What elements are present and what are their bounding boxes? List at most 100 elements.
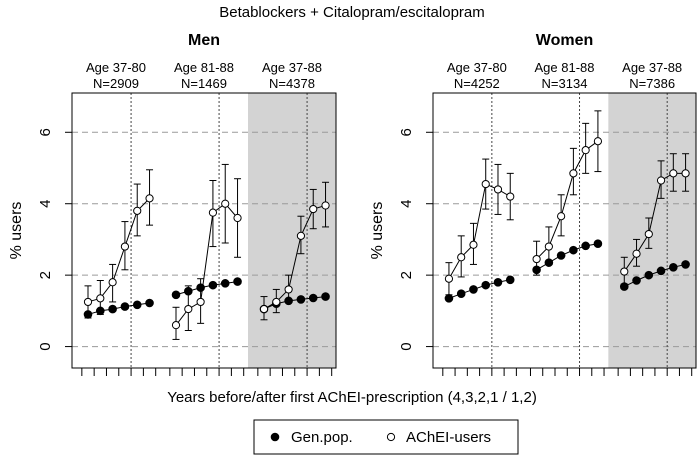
acheI-users-point (644, 229, 653, 239)
genpop-point (145, 298, 154, 308)
acheI-users-point (593, 137, 603, 146)
acheI-users-point (108, 278, 117, 287)
genpop-point (308, 293, 318, 303)
acheI-users-point (321, 201, 330, 210)
acheI-users-point (681, 169, 690, 178)
y-tick-label: 0 (398, 342, 415, 350)
acheI-users-point (569, 169, 578, 178)
genpop-point (456, 289, 466, 299)
acheI-users-point (208, 208, 218, 217)
group-age-label: Age 37-80 (447, 60, 507, 75)
group-n-label: N=7386 (629, 76, 675, 91)
acheI-users-point (96, 294, 105, 303)
y-tick-label: 4 (398, 200, 415, 208)
legend-label-genpop: Gen.pop. (291, 429, 353, 446)
acheI-users-point (272, 297, 281, 307)
genpop-point (656, 266, 666, 276)
acheI-users-point (544, 242, 553, 251)
genpop-point (644, 270, 654, 280)
acheI-users-point (493, 185, 503, 194)
chart-title: Betablockers + Citalopram/escitalopram (219, 4, 485, 21)
y-tick-label: 6 (398, 128, 415, 136)
acheI-users-line (448, 183, 511, 279)
group-n-label: N=4378 (269, 76, 315, 91)
acheI-users-point (506, 192, 515, 201)
group-age-label: Age 81-88 (535, 60, 595, 75)
acheI-users-line (536, 140, 599, 260)
y-axis-label: % users (8, 202, 25, 260)
panel-title: Men (188, 32, 220, 49)
genpop-point (296, 295, 306, 304)
y-tick-label: 2 (37, 271, 54, 279)
acheI-users-point (145, 194, 154, 203)
group-age-label: Age 37-80 (86, 60, 146, 75)
acheI-users-point (557, 212, 566, 221)
acheI-users-point (233, 213, 242, 223)
group-n-label: N=2909 (93, 76, 139, 91)
genpop-point (171, 290, 181, 300)
panel-1: Men Age 37-80N=2909 Age 81-88N=1469 Age 37-… (8, 32, 337, 376)
genpop-point (581, 241, 590, 251)
acheI-users-point (620, 267, 629, 276)
genpop-point (233, 277, 242, 286)
x-axis-label: Years before/after first AChEI-prescript… (167, 389, 537, 406)
acheI-users-point (669, 169, 678, 178)
acheI-users-point (481, 179, 490, 189)
acheI-users-point (457, 253, 466, 262)
y-tick-label: 0 (37, 342, 54, 350)
genpop-point (556, 251, 566, 260)
acheI-users-point (196, 297, 205, 307)
group-age-label: Age 81-88 (174, 60, 234, 75)
genpop-point (321, 292, 330, 301)
genpop-point (132, 300, 142, 310)
genpop-point (593, 239, 603, 249)
y-tick-label: 2 (398, 271, 415, 279)
genpop-point (493, 277, 503, 287)
genpop-point (505, 275, 515, 285)
genpop-point (120, 302, 130, 311)
group-shading (608, 93, 696, 368)
acheI-users-point (632, 249, 641, 258)
legend-marker-acheI-users (386, 432, 396, 442)
genpop-point (632, 276, 641, 285)
y-tick-label: 4 (37, 200, 54, 208)
group-n-label: N=3134 (542, 76, 588, 91)
group-age-label: Age 37-88 (262, 60, 322, 75)
genpop-point (220, 279, 230, 288)
panel-title: Women (536, 32, 593, 49)
acheI-users-point (309, 204, 318, 214)
genpop-point (108, 304, 117, 314)
group-n-label: N=4252 (454, 76, 500, 91)
acheI-users-point (581, 146, 590, 155)
panel-frame (432, 92, 697, 369)
panel-frame (71, 92, 337, 369)
legend: Gen.pop. AChEI-users (253, 419, 519, 455)
acheI-users-point (296, 231, 306, 240)
genpop-point (669, 262, 678, 272)
acheI-users-line (87, 198, 150, 303)
acheI-users-point (83, 297, 93, 307)
legend-box (253, 419, 519, 455)
group-n-label: N=1469 (181, 76, 227, 91)
genpop-point (469, 285, 478, 294)
acheI-users-point (133, 206, 142, 215)
group-shading (248, 93, 336, 368)
legend-marker-genpop (270, 432, 280, 442)
group-age-label: Age 37-88 (622, 60, 682, 75)
acheI-users-point (444, 274, 454, 283)
acheI-users-point (120, 242, 130, 251)
acheI-users-point (221, 199, 230, 208)
y-axis-label: % users (369, 202, 386, 260)
genpop-point (444, 294, 454, 303)
y-tick-label: 6 (37, 128, 54, 136)
acheI-users-point (469, 240, 478, 249)
acheI-users-point (259, 304, 269, 314)
genpop-point (569, 245, 578, 255)
acheI-users-point (171, 321, 181, 330)
acheI-users-point (656, 176, 666, 185)
genpop-point (208, 280, 218, 290)
panel-2: Women Age 37-80N=4252 Age 81-88N=3134 Age 3… (369, 32, 697, 376)
